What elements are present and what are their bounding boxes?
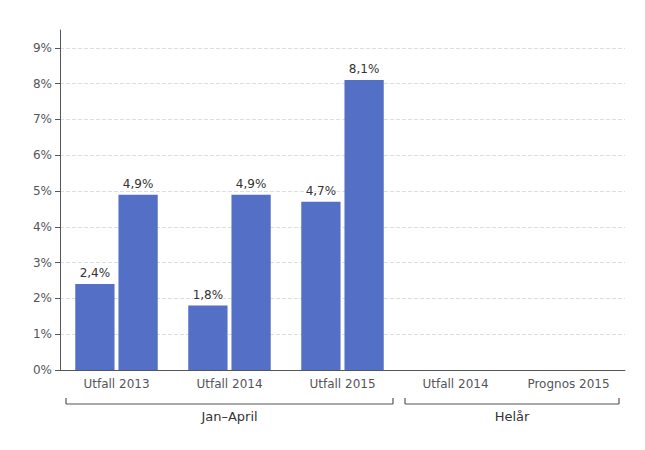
svg-text:4,7%: 4,7% (306, 184, 337, 198)
svg-text:2%: 2% (33, 291, 52, 305)
svg-text:0%: 0% (33, 363, 52, 377)
svg-text:7%: 7% (33, 112, 52, 126)
svg-text:Helår: Helår (495, 409, 530, 424)
svg-text:3%: 3% (33, 256, 52, 270)
svg-text:4%: 4% (33, 220, 52, 234)
svg-text:4,9%: 4,9% (123, 177, 154, 191)
svg-text:Utfall 2013: Utfall 2013 (83, 377, 149, 391)
svg-text:4,9%: 4,9% (236, 177, 266, 191)
svg-text:Utfall 2014: Utfall 2014 (196, 377, 262, 391)
svg-text:Utfall 2014: Utfall 2014 (422, 377, 488, 391)
svg-text:1,8%: 1,8% (193, 288, 224, 302)
svg-text:1%: 1% (33, 327, 52, 341)
svg-text:5%: 5% (33, 184, 52, 198)
svg-text:Utfall 2015: Utfall 2015 (309, 377, 375, 391)
svg-text:6%: 6% (33, 148, 52, 162)
svg-text:Prognos 2015: Prognos 2015 (527, 377, 609, 391)
svg-text:Jan–April: Jan–April (200, 409, 257, 424)
svg-text:2,4%: 2,4% (80, 266, 111, 280)
svg-text:9%: 9% (33, 41, 52, 55)
svg-text:8%: 8% (33, 77, 52, 91)
svg-text:8,1%: 8,1% (349, 62, 380, 76)
